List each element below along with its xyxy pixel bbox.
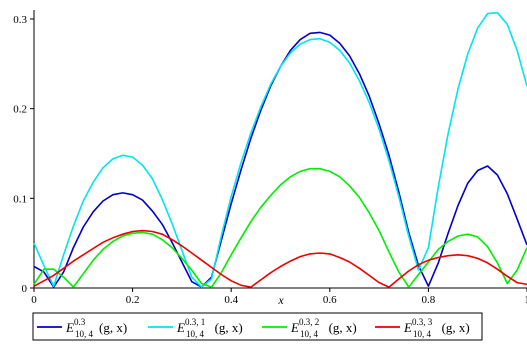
- legend-label-3: E0.3, 2 10, 4 (g, x): [290, 317, 357, 339]
- legend-box: [32, 312, 483, 341]
- y-tick-label: 0.1: [13, 193, 27, 205]
- legend-label-2: E0.3, 1 10, 4 (g, x): [176, 317, 243, 339]
- x-tick-label: 0.4: [224, 294, 238, 306]
- plot-area: 0 0.2 0.4 0.6 0.8 1 0 0.1 0.2 0.3 x: [13, 10, 527, 307]
- x-axis-label: x: [277, 293, 284, 307]
- legend-label-1: E0.3 10, 4 (g, x): [65, 317, 127, 339]
- x-ticks: 0 0.2 0.4 0.6 0.8 1: [31, 288, 527, 306]
- series-line-3: [33, 167, 527, 288]
- x-tick-label: 0.6: [323, 294, 337, 306]
- legend: E0.3 10, 4 (g, x) E0.3, 1 10, 4 (g, x) E0.3, 2…: [32, 312, 483, 341]
- y-tick-label: 0.3: [13, 14, 27, 26]
- series-line-2: [33, 11, 527, 288]
- x-tick-label: 0.2: [126, 294, 140, 306]
- x-tick-label: 0.8: [422, 294, 436, 306]
- y-tick-label: 0.2: [13, 104, 27, 116]
- x-tick-label: 0: [31, 294, 37, 306]
- x-tick-label: 1: [524, 294, 527, 306]
- series-lines: [33, 11, 527, 288]
- series-line-1: [33, 31, 527, 288]
- y-tick-label: 0: [22, 283, 28, 295]
- y-ticks: 0 0.1 0.2 0.3: [13, 14, 34, 295]
- legend-label-4: E0.3, 3 10, 4 (g, x): [403, 317, 470, 339]
- series-line-4: [33, 229, 527, 288]
